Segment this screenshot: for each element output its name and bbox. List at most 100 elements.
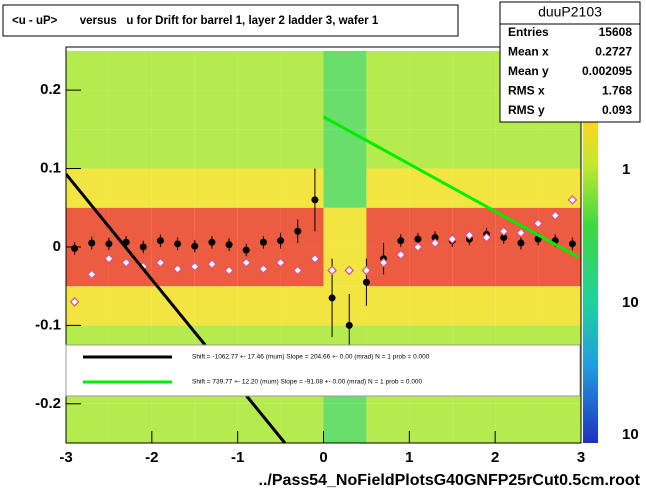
heatmap-cell <box>237 50 281 91</box>
heatmap-cell <box>66 207 109 247</box>
palette-label: 10 <box>622 294 639 311</box>
heatmap-cell <box>151 90 195 130</box>
heatmap-cell <box>495 168 539 208</box>
x-tick-label: -1 <box>231 449 244 466</box>
diamond-point <box>361 265 372 276</box>
diamond-point <box>121 257 131 268</box>
heatmap-cell <box>323 207 367 247</box>
profile-point <box>71 245 79 253</box>
heatmap-cell <box>151 168 195 208</box>
heatmap-cell <box>194 207 238 247</box>
stats-label: Mean x <box>508 45 549 59</box>
heatmap-cell <box>280 286 324 326</box>
heatmap-cell <box>237 90 281 130</box>
heatmap-cell <box>366 90 410 130</box>
stats-label: RMS x <box>508 84 545 98</box>
palette-label: 10 <box>622 426 639 443</box>
profile-point <box>191 242 199 250</box>
x-tick-label: 1 <box>405 449 413 466</box>
heatmap-cell <box>280 207 324 247</box>
diamond-point <box>395 249 406 260</box>
heatmap-cell <box>151 129 195 169</box>
y-tick-label: -0.1 <box>35 316 61 333</box>
profile-point <box>362 278 370 286</box>
heatmap-cell <box>151 50 195 91</box>
profile-point <box>156 237 164 245</box>
legend-label: Shift = -1062.77 +- 17.46 (mum) Slope = … <box>192 354 430 361</box>
heatmap-cell <box>151 246 195 287</box>
profile-point <box>431 234 439 242</box>
diamond-point <box>413 242 423 252</box>
heatmap-cell <box>452 90 496 130</box>
diamond-point <box>69 297 80 307</box>
heatmap-cell <box>366 403 410 443</box>
heatmap-cell <box>237 129 281 169</box>
diamond-point <box>172 264 183 274</box>
stats-label: RMS y <box>508 103 545 117</box>
stats-value: 1.768 <box>602 84 632 98</box>
legend-box <box>65 344 581 397</box>
diamond-point <box>189 261 200 272</box>
heatmap-cell <box>323 50 367 91</box>
heatmap-cell <box>237 286 281 326</box>
x-tick-label: -3 <box>59 449 72 466</box>
heatmap-cell <box>66 129 109 169</box>
heatmap-cell <box>194 50 238 91</box>
y-tick-label: 0.1 <box>40 160 61 177</box>
heatmap-cell <box>280 403 324 443</box>
heatmap-cell <box>323 403 367 443</box>
diamond-point <box>224 265 234 276</box>
heatmap-cell <box>108 90 152 130</box>
y-tick-label: -0.2 <box>35 395 61 412</box>
heatmap-cell <box>495 286 539 326</box>
heatmap-cell <box>194 246 238 287</box>
x-tick-label: 0 <box>319 449 327 466</box>
heatmap-cell <box>280 246 324 287</box>
heatmap-cell <box>194 286 238 326</box>
heatmap-cell <box>323 90 367 130</box>
profile-point <box>311 196 319 204</box>
profile-point <box>105 240 113 248</box>
heatmap-cell <box>66 90 109 130</box>
palette <box>583 47 598 443</box>
heatmap-cell <box>280 50 324 91</box>
x-tick-label: -2 <box>145 449 158 466</box>
heatmap-cell <box>66 403 109 443</box>
fit-line <box>322 115 580 259</box>
heatmap-cell <box>108 286 152 326</box>
profile-point <box>259 238 267 246</box>
stats-label: Entries <box>508 25 549 39</box>
heatmap-cell <box>280 90 324 130</box>
heatmap-cell <box>495 129 539 169</box>
diamond-point <box>104 253 114 264</box>
profile-point <box>328 294 336 302</box>
diamond-point <box>275 257 286 268</box>
y-tick-label: 0.2 <box>40 81 61 98</box>
profile-point <box>225 241 233 249</box>
diamond-point <box>292 265 303 276</box>
diamond-point <box>516 227 526 238</box>
profile-point <box>345 321 353 329</box>
heatmap-cell <box>194 403 238 443</box>
diamond-point <box>310 253 320 264</box>
heatmap-cell <box>366 286 410 326</box>
heatmap-cell <box>194 90 238 130</box>
diamond-point <box>447 234 458 244</box>
x-axis-label: ../Pass54_NoFieldPlotsG40GNFP25rCut0.5cm… <box>259 472 641 489</box>
chart-title: <u - uP> versus u for Drift for barrel 1… <box>12 15 379 27</box>
diamond-point <box>327 265 337 276</box>
heatmap-cell <box>151 403 195 443</box>
heatmap-cell <box>409 129 453 169</box>
heatmap-cell <box>323 286 367 326</box>
heatmap-cell <box>409 90 453 130</box>
profile-point <box>397 237 405 245</box>
diamond-point <box>86 269 97 280</box>
diamond-point <box>207 259 217 270</box>
diamond-point <box>481 232 492 243</box>
heatmap-cell <box>495 403 539 443</box>
heatmap-cell <box>409 50 453 91</box>
heatmap-cell <box>409 246 453 287</box>
heatmap-cell <box>108 129 152 169</box>
heatmap-cell <box>409 403 453 443</box>
